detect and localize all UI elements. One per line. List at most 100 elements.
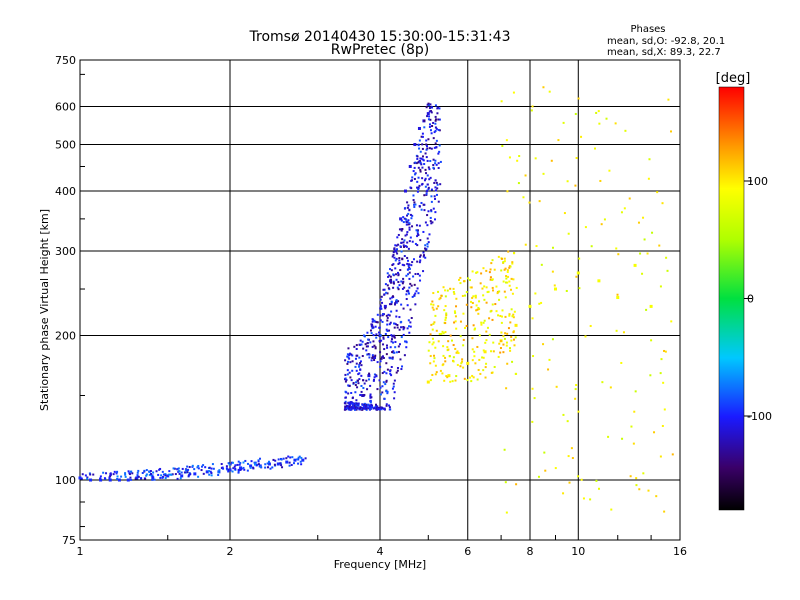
echo-point [426,103,429,106]
echo-point [416,190,419,193]
echo-point [389,372,392,375]
echo-point [485,301,488,304]
echo-point [491,286,494,289]
echo-point [380,408,383,411]
echo-point [429,379,432,382]
echo-point [266,462,269,465]
echo-point [369,395,372,398]
echo-point [437,305,440,308]
echo-point [531,387,534,390]
echo-point [293,462,296,465]
echo-point [394,346,397,349]
echo-point [210,474,213,477]
echo-point [433,357,436,360]
echo-point [345,391,348,394]
echo-point [393,322,396,325]
echo-point [557,139,560,142]
echo-point [350,391,353,394]
echo-point [438,118,441,121]
echo-point [434,179,437,182]
echo-point [429,355,432,358]
colorbar-label: [deg] [716,71,751,86]
echo-point [346,369,349,372]
echo-point [616,293,619,296]
data-point [383,304,387,308]
echo-point [227,470,230,473]
echo-point [405,233,408,236]
echo-point [607,435,610,438]
echo-point [451,380,454,383]
echo-point [371,406,374,409]
echo-point [392,280,395,283]
echo-point [419,279,422,282]
echo-point [426,174,429,177]
echo-point [362,387,365,390]
echo-point [422,230,425,233]
echo-point [446,289,449,292]
echo-point [115,472,118,475]
echo-point [531,317,534,320]
echo-point [392,351,395,354]
echo-point [434,159,437,162]
echo-point [112,473,115,476]
echo-point [371,354,374,357]
echo-point [499,351,502,354]
echo-point [423,209,426,212]
echo-point [395,244,398,247]
echo-point [378,326,381,329]
echo-point [437,118,440,121]
echo-point [385,380,388,383]
echo-point [508,280,511,283]
echo-point [176,468,179,471]
echo-point [491,259,494,262]
echo-point [387,336,390,339]
echo-point [650,339,653,342]
echo-point [413,173,416,176]
echo-point [366,331,369,334]
echo-point [288,464,291,467]
echo-point [233,465,236,468]
echo-point [434,115,437,118]
echo-point [396,252,399,255]
echo-point [484,341,487,344]
echo-point [389,268,392,271]
echo-point [155,470,158,473]
echo-point [394,303,397,306]
echo-point [663,510,666,513]
echo-point [403,326,406,329]
echo-point [505,387,508,390]
echo-point [237,460,240,463]
echo-point [505,344,508,347]
echo-point [389,275,392,278]
echo-point [522,196,525,199]
colorbar-tick-label: -100 [747,410,772,423]
echo-point [187,475,190,478]
echo-point [364,406,367,409]
echo-point [357,373,360,376]
echo-point [414,161,417,164]
echo-point [231,470,234,473]
echo-point [617,253,620,256]
echo-point [382,337,385,340]
echo-point [495,310,498,313]
data-point [483,350,487,354]
echo-point [426,145,429,148]
echo-point [401,238,404,241]
echo-point [500,269,503,272]
echo-point [439,183,442,186]
echo-point [273,463,276,466]
echo-point [128,473,131,476]
echo-point [427,241,430,244]
echo-point [253,463,256,466]
echo-point [399,358,402,361]
echo-point [105,472,108,475]
echo-point [471,296,474,299]
echo-point [272,458,275,461]
data-point [394,249,398,253]
echo-point [217,473,220,476]
echo-point [80,477,83,480]
echo-point [380,339,383,342]
echo-point [409,308,412,311]
echo-point [455,297,458,300]
echo-point [399,245,402,248]
